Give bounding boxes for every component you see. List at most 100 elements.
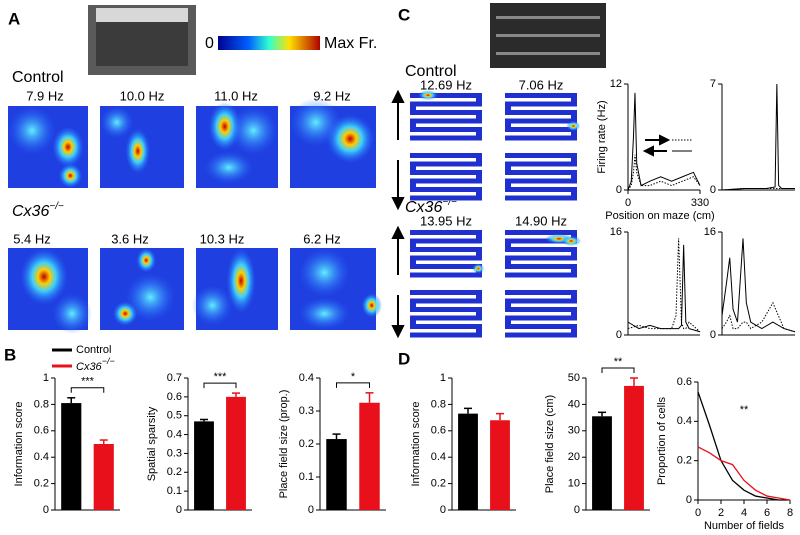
maze-turn (505, 255, 511, 269)
map-field (8, 106, 56, 156)
panel-label: B (4, 345, 16, 364)
maze-turn (571, 110, 577, 123)
rate-label: 14.90 Hz (515, 213, 567, 228)
map-field (290, 97, 342, 147)
maze-turn (476, 93, 482, 106)
series-line (627, 92, 701, 191)
rate-label: 13.95 Hz (420, 213, 472, 228)
y-axis-label: Proportion of cells (656, 396, 668, 485)
maze-turn (410, 101, 416, 115)
maze-lane (410, 315, 482, 321)
y-axis-label: Spatial sparsity (146, 406, 158, 481)
map-field (58, 163, 83, 188)
x-axis-label: Position on maze (cm) (605, 210, 714, 222)
maze-photo (490, 3, 606, 68)
maze-turn (571, 247, 577, 260)
map-field (191, 284, 233, 326)
series-line (697, 446, 791, 501)
bar (93, 444, 114, 510)
y-axis-label: Information score (410, 402, 422, 487)
significance: *** (214, 371, 228, 383)
y-tick-label: 0 (308, 504, 314, 516)
panel-label: A (8, 9, 20, 28)
rate-map (100, 106, 184, 188)
colorbar-min: 0 (205, 35, 214, 52)
maze-turn (410, 315, 416, 329)
maze-lane (410, 101, 482, 107)
maze-turn (476, 247, 482, 260)
maze-turn (410, 178, 416, 192)
y-tick-label: 0.4 (299, 372, 314, 384)
rate-map (8, 248, 92, 335)
bar (458, 413, 478, 510)
group-label: Cx36−/− (12, 201, 64, 221)
significance: *** (81, 376, 95, 388)
significance-bracket (70, 387, 105, 393)
maze-turn (476, 153, 482, 166)
maze-lane (505, 110, 577, 115)
panel-label: D (398, 349, 410, 368)
maze-lane (410, 307, 482, 312)
y-tick-label: 1 (440, 372, 446, 384)
y-tick-label: 40 (568, 398, 580, 410)
bar (592, 416, 612, 510)
maze-lane (410, 290, 482, 295)
arena-photo (88, 5, 196, 75)
maze-field (566, 121, 581, 131)
maze-lane (505, 161, 577, 167)
maze-turn (571, 170, 577, 183)
map-field (204, 151, 254, 184)
significance: * (351, 371, 356, 383)
maze-lane (505, 178, 577, 184)
maze-turn (571, 290, 577, 303)
maze-lane (505, 315, 577, 321)
y-tick-label: 0.6 (34, 425, 49, 437)
maze-turn (476, 110, 482, 123)
maze-lane (410, 135, 482, 141)
map-field (125, 272, 176, 322)
map-field (298, 248, 351, 298)
x-tick-label: 6 (764, 507, 770, 519)
maze-turn (476, 170, 482, 183)
maze-lane (505, 101, 577, 107)
bar (624, 385, 644, 510)
map-field (298, 297, 351, 330)
maze-turn (505, 178, 511, 192)
y-tick-label: 1 (43, 372, 49, 384)
maze-turn (410, 118, 416, 132)
maze-lane (410, 153, 482, 158)
maze-lane (410, 127, 482, 132)
x-tick-label: 330 (691, 197, 709, 209)
rate-label: 3.6 Hz (111, 231, 149, 246)
maze-turn (505, 101, 511, 115)
maze-lane (410, 187, 482, 192)
maze-lane (410, 298, 482, 304)
maze-field (418, 90, 438, 101)
y-tick-label: 0 (176, 504, 182, 516)
map-field (226, 247, 256, 314)
y-tick-label: 0.6 (167, 391, 182, 403)
bar (194, 421, 214, 510)
map-field (52, 293, 92, 335)
maze-lane (505, 247, 577, 252)
rate-label: 5.4 Hz (13, 231, 51, 246)
y-tick-label: 0 (686, 494, 692, 506)
x-tick-label: 0 (625, 197, 631, 209)
colorbar-max: Max Fr. (324, 35, 377, 52)
rate-label: 7.9 Hz (26, 88, 64, 103)
y-tick-label: 0.6 (677, 376, 692, 388)
rate-map (196, 101, 278, 188)
bar (226, 396, 246, 510)
maze-lane (505, 324, 577, 329)
significance-bracket (336, 382, 370, 388)
group-label: Control (12, 69, 64, 86)
y-tick-label: 12 (610, 78, 622, 90)
y-tick-label: 10 (568, 478, 580, 490)
maze-turn (571, 153, 577, 166)
rate-label: 10.0 Hz (120, 88, 165, 103)
maze-lane (505, 187, 577, 192)
maze-lane (505, 93, 577, 98)
maze-turn (505, 315, 511, 329)
y-tick-label: 0.8 (34, 398, 49, 410)
